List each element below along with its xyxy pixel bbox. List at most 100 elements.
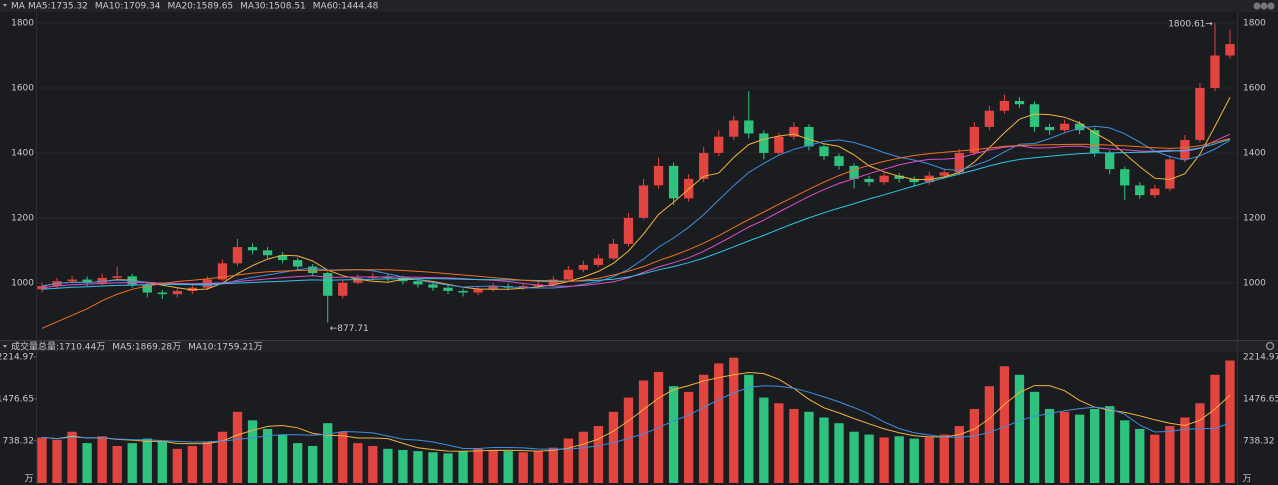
ma-line	[41, 138, 1231, 290]
y-tick-label: 1800	[11, 19, 34, 29]
candle-body	[699, 152, 709, 179]
volume-bar	[518, 452, 528, 483]
y-tick-label: 1000	[1243, 278, 1266, 288]
volume-bar	[217, 431, 228, 483]
volume-bar	[999, 366, 1010, 483]
candle-body	[653, 165, 664, 186]
candle-body	[1120, 169, 1130, 186]
candle-body	[292, 260, 303, 267]
y-tick-label: 1200	[11, 213, 34, 223]
volume-bar	[533, 451, 543, 483]
ma-line	[41, 125, 1231, 289]
header-bar	[0, 0, 1278, 12]
volume-bar	[338, 431, 348, 483]
candle-body	[593, 258, 604, 265]
candle-body	[1059, 123, 1070, 131]
volume-bar	[954, 426, 964, 483]
candle-body	[157, 292, 167, 295]
collapse-icon[interactable]	[3, 4, 7, 7]
y-tick-label: 1200	[1243, 213, 1266, 223]
annotation: 1800.61→	[1168, 19, 1213, 29]
volume-bar	[473, 448, 483, 483]
candle-body	[97, 277, 107, 283]
icon-button[interactable]	[1267, 2, 1275, 10]
candle-body	[353, 277, 363, 283]
volume-bar	[428, 452, 438, 483]
candle-body	[608, 243, 619, 259]
volume-bar	[1089, 408, 1100, 483]
volume-bar	[157, 441, 167, 483]
volume-bar	[503, 451, 513, 483]
volume-bar	[67, 431, 77, 483]
icon-button[interactable]	[1260, 2, 1268, 10]
volume-bar	[292, 443, 303, 483]
candle-body	[879, 175, 889, 183]
y-tick-label: 1476.65	[0, 394, 34, 404]
volume-bar	[804, 411, 814, 483]
volume-bar	[232, 411, 243, 483]
volume-bar	[1105, 406, 1115, 483]
icon-button[interactable]	[1253, 2, 1261, 10]
total-label: 总量:1710.44万	[38, 341, 105, 353]
volume-bar	[247, 420, 258, 483]
legend-entry: MA5:1735.32	[28, 2, 88, 12]
volume-bar	[924, 437, 934, 483]
volume-bar	[834, 423, 844, 483]
candle-body	[1180, 139, 1190, 160]
candle-body	[217, 263, 228, 280]
volume-bar	[819, 417, 829, 483]
panel-title: MA	[11, 2, 26, 12]
volume-bar	[172, 448, 183, 483]
volume-bar	[1074, 414, 1085, 483]
volume-bar	[413, 451, 423, 483]
y-tick-label: 1400	[1243, 148, 1266, 158]
y-tick-label: 738.32	[1243, 436, 1275, 446]
legend-entry: MA30:1508.51	[240, 2, 306, 12]
legend-entry: MA10:1759.21万	[188, 343, 263, 353]
volume-bar	[759, 397, 769, 483]
volume-bar	[578, 431, 589, 483]
volume-bar	[849, 431, 859, 483]
candle-body	[668, 165, 679, 199]
volume-bar	[458, 451, 468, 483]
candle-body	[323, 273, 333, 296]
volume-bar	[82, 443, 92, 483]
candle-body	[488, 286, 498, 290]
volume-bar	[608, 411, 619, 483]
candle-body	[969, 126, 980, 153]
candle-body	[277, 255, 288, 261]
volume-bar	[97, 436, 107, 483]
volume-bar	[1029, 391, 1040, 483]
volume-bar	[894, 436, 904, 483]
ma-line	[41, 371, 1231, 452]
volume-bar	[729, 357, 739, 483]
volume-bar	[112, 445, 122, 483]
settings-icon[interactable]	[1265, 341, 1275, 351]
candle-body	[67, 279, 77, 282]
annotation: ←877.71	[330, 324, 369, 334]
candle-body	[338, 282, 348, 296]
candle-body	[1210, 55, 1220, 88]
y-tick-label: 1600	[1243, 83, 1266, 93]
volume-bar	[714, 363, 724, 483]
ma-line	[41, 138, 1231, 329]
volume-bar	[37, 437, 47, 483]
collapse-icon[interactable]	[3, 345, 7, 348]
y-tick-label: 1476.65	[1243, 394, 1278, 404]
volume-bar	[202, 441, 213, 483]
volume-bar	[1044, 408, 1055, 483]
volume-bar	[1059, 411, 1070, 483]
volume-bar	[398, 449, 408, 483]
candle-body	[578, 264, 589, 270]
volume-bar	[1165, 426, 1175, 483]
candle-body	[744, 120, 754, 134]
volume-bar	[668, 386, 679, 483]
volume-bar	[1195, 403, 1205, 483]
volume-bar	[1135, 428, 1145, 483]
volume-bar	[638, 380, 649, 483]
candle-body	[1074, 123, 1085, 131]
candle-body	[1135, 185, 1145, 196]
volume-bar	[323, 423, 333, 483]
y-tick-label: 2214.97	[0, 352, 34, 362]
volume-bar	[683, 391, 694, 483]
